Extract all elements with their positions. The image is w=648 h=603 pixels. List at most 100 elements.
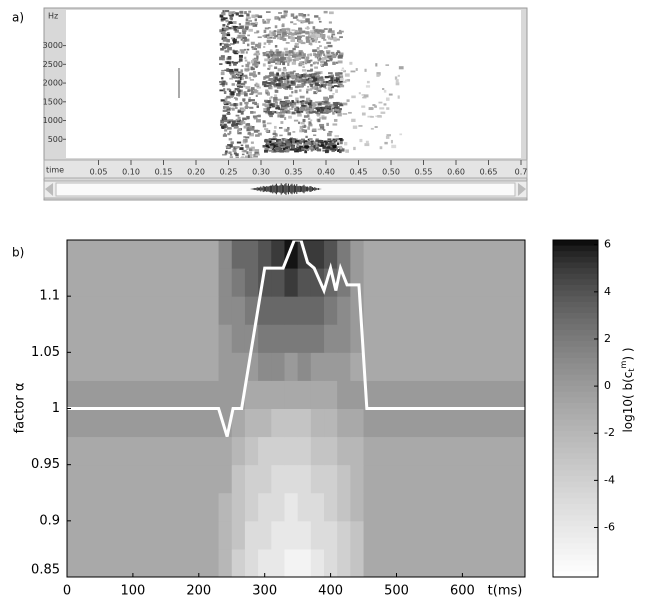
- spectral-texture: [296, 100, 299, 103]
- spectral-texture: [298, 76, 302, 79]
- spectral-texture: [288, 101, 292, 105]
- spectral-texture: [326, 53, 331, 56]
- spectral-texture: [283, 75, 286, 79]
- spectral-texture: [292, 141, 297, 145]
- spectral-texture: [242, 121, 245, 124]
- spectral-texture: [309, 100, 313, 103]
- spectral-texture: [224, 50, 230, 53]
- spectral-texture: [339, 108, 342, 111]
- colorbar-frame: [552, 239, 599, 578]
- heat-cell: [258, 240, 272, 269]
- heat-cell: [271, 324, 285, 353]
- spectral-texture: [333, 79, 339, 83]
- colorbar-step: [553, 560, 598, 567]
- spectral-texture: [266, 82, 272, 84]
- spectral-texture: [318, 41, 321, 43]
- spectral-texture: [312, 38, 316, 42]
- spectral-texture: [290, 39, 296, 42]
- spectral-texture: [225, 33, 229, 36]
- spectral-texture: [283, 80, 288, 83]
- spectral-texture: [227, 56, 232, 60]
- spectral-texture: [277, 35, 281, 37]
- heat-cell: [244, 436, 259, 466]
- heatmap: [67, 240, 525, 577]
- spectral-texture: [240, 38, 243, 41]
- spectral-texture: [286, 80, 290, 84]
- spectral-texture: [224, 116, 228, 121]
- heat-cell: [363, 296, 525, 325]
- spectral-texture: [313, 72, 317, 75]
- spectral-texture: [244, 28, 249, 31]
- spectral-texture: [250, 22, 256, 25]
- spectral-texture: [256, 129, 260, 132]
- scroll-right[interactable]: [518, 183, 526, 196]
- spectral-texture: [296, 35, 302, 39]
- colorbar-step: [553, 352, 598, 359]
- spectral-texture: [376, 73, 380, 77]
- spectral-texture: [305, 39, 311, 43]
- spectral-texture: [241, 82, 246, 86]
- heat-cell: [67, 380, 220, 409]
- heat-cell: [271, 408, 285, 438]
- scroll-left[interactable]: [45, 183, 53, 196]
- spectral-texture: [246, 147, 249, 151]
- spectral-texture: [306, 77, 311, 82]
- spectral-texture: [223, 102, 229, 106]
- heat-cell: [284, 352, 299, 381]
- spectral-texture: [270, 33, 274, 36]
- heat-cell: [324, 548, 338, 577]
- colorbar-tick-label: -2: [604, 426, 615, 439]
- spectral-texture: [240, 50, 245, 54]
- spectral-texture: [288, 143, 292, 147]
- heat-cell: [271, 548, 285, 577]
- spectral-texture: [274, 45, 278, 48]
- spectral-texture: [292, 139, 295, 143]
- spectral-texture: [316, 112, 321, 116]
- spectral-texture: [265, 11, 271, 13]
- spectral-texture: [323, 10, 328, 14]
- spectral-texture: [276, 71, 279, 74]
- spectral-texture: [230, 141, 234, 145]
- spectral-texture: [327, 138, 332, 141]
- spectral-texture: [234, 88, 239, 91]
- spectral-texture: [233, 90, 236, 93]
- spectral-texture: [330, 147, 335, 151]
- spectral-texture: [317, 87, 322, 91]
- spectral-texture: [304, 145, 310, 148]
- heat-cell: [337, 268, 351, 297]
- y-tick-label: 2500: [43, 60, 63, 69]
- spectral-texture: [294, 78, 299, 81]
- spectral-texture: [247, 38, 250, 42]
- spectral-texture: [321, 36, 325, 40]
- spectral-texture: [293, 147, 297, 152]
- colorbar-step: [553, 475, 598, 483]
- spectral-texture: [294, 37, 297, 40]
- spectral-texture: [338, 52, 344, 56]
- spectral-texture: [245, 63, 250, 68]
- spectral-texture: [282, 68, 287, 72]
- spectral-texture: [286, 76, 290, 80]
- spectral-texture: [301, 20, 306, 23]
- spectral-texture: [245, 105, 249, 110]
- spectral-texture: [234, 70, 238, 73]
- spectral-texture: [284, 138, 288, 141]
- x-tick-label: 0.7: [515, 168, 528, 177]
- spectral-texture: [308, 111, 313, 114]
- heat-cell: [218, 520, 233, 550]
- spectral-texture: [305, 111, 309, 114]
- spectral-texture: [222, 153, 227, 156]
- spectral-texture: [243, 85, 246, 88]
- spectral-texture: [264, 147, 269, 152]
- spectral-texture: [337, 72, 343, 75]
- spectral-texture: [267, 146, 270, 149]
- spectral-texture: [284, 83, 289, 87]
- spectral-texture: [280, 84, 285, 87]
- spectral-texture: [365, 140, 369, 144]
- spectral-texture: [233, 50, 238, 54]
- spectral-texture: [395, 82, 400, 86]
- spectral-texture: [318, 71, 323, 75]
- spectral-texture: [228, 89, 232, 93]
- heat-cell: [218, 240, 233, 269]
- spectral-texture: [257, 92, 263, 95]
- spectral-texture: [338, 102, 343, 105]
